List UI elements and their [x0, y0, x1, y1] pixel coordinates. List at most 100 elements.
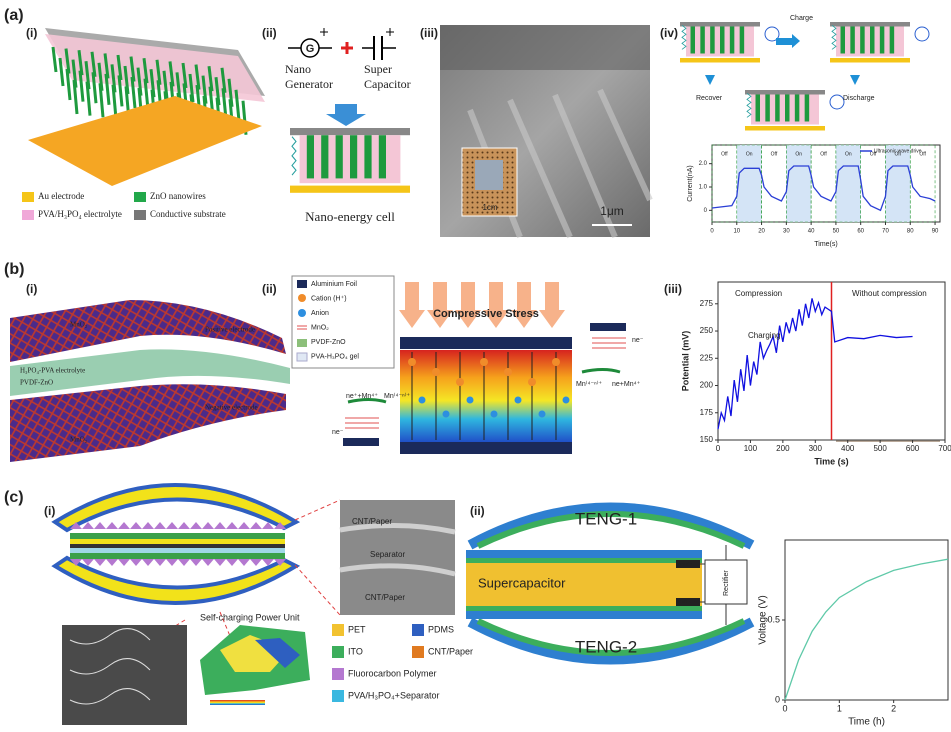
- legend-label: PVDF-ZnO: [311, 339, 346, 346]
- fluorocarbon: [178, 559, 190, 566]
- legend-swatch: [412, 624, 424, 636]
- panel-label: (b): [4, 261, 24, 278]
- y-tick-label: 0.5: [767, 614, 780, 624]
- nanowire: [860, 27, 865, 54]
- label: Super: [364, 62, 392, 76]
- shape: [466, 558, 702, 563]
- shape: [62, 625, 187, 725]
- y-axis-label: Voltage (V): [758, 595, 769, 644]
- label: ne⁻: [332, 429, 344, 436]
- label: ne⁻: [632, 337, 644, 344]
- nanowire: [379, 135, 386, 178]
- y-tick-label: 250: [700, 326, 714, 335]
- x-tick-label: 50: [833, 229, 840, 235]
- legend-label: Conductive substrate: [150, 209, 226, 219]
- shape: [297, 339, 307, 347]
- nanowire: [691, 27, 696, 54]
- nanowire: [321, 135, 328, 178]
- subpanel-label: (i): [26, 282, 37, 296]
- fluorocarbon: [178, 522, 190, 529]
- fluorocarbon: [106, 559, 118, 566]
- label: Discharge: [843, 95, 875, 102]
- y-tick-label: 175: [700, 408, 714, 417]
- shape: [297, 280, 307, 288]
- legend-swatch: [332, 690, 344, 702]
- fluorocarbon: [226, 559, 238, 566]
- shape: [22, 192, 34, 202]
- shape: [22, 210, 34, 220]
- fluorocarbon: [142, 522, 154, 529]
- y-tick-label: 225: [700, 353, 714, 362]
- annotation: Compression: [735, 289, 782, 298]
- shape: [400, 442, 572, 454]
- shape: [134, 210, 146, 220]
- x-tick-label: 600: [906, 444, 920, 453]
- annotation: Charging: [748, 331, 780, 340]
- shape: [10, 384, 286, 462]
- fluorocarbon: [202, 559, 214, 566]
- fluorocarbon: [238, 522, 250, 529]
- label: Separator: [370, 550, 405, 559]
- label: Capacitor: [364, 77, 411, 91]
- annotation: Without compression: [852, 289, 927, 298]
- label: Anode: [678, 561, 693, 567]
- label: MnO₂: [70, 436, 88, 444]
- spring: [832, 25, 836, 49]
- label: Supercapacitor: [478, 575, 566, 590]
- panel-label: (a): [4, 7, 24, 24]
- x-tick-label: 1: [837, 703, 842, 713]
- fluorocarbon: [250, 522, 262, 529]
- electrode: [680, 58, 760, 63]
- shape: [298, 294, 306, 302]
- cation: [480, 358, 488, 366]
- fluorocarbon: [250, 559, 262, 566]
- y-axis-label: Current(nA): [687, 165, 694, 202]
- label: H₃PO₄-PVA electrolyte: [20, 367, 85, 375]
- legend-label: CNT/Paper: [428, 646, 473, 656]
- label: CNT/Paper: [352, 517, 392, 526]
- label: ne+Mn⁴⁺: [612, 381, 641, 388]
- shape: [582, 370, 620, 373]
- legend-label: PVA/H₃PO₄ electrolyte: [38, 209, 122, 219]
- nanowire: [740, 27, 745, 54]
- shape: [297, 353, 307, 361]
- shape: [680, 22, 929, 131]
- shape: [466, 611, 702, 619]
- legend-label: Anion: [311, 310, 329, 317]
- y-tick-label: 0: [704, 208, 708, 214]
- nanowire: [850, 27, 855, 54]
- label: Negative electrode: [205, 404, 258, 412]
- stress-arrow: [511, 282, 537, 328]
- y-tick-label: 150: [700, 435, 714, 444]
- shape: [475, 160, 503, 190]
- nanowire: [756, 95, 761, 122]
- label: MnO₂: [70, 321, 88, 329]
- nanowire: [350, 135, 357, 178]
- label: Compressive Stress: [433, 308, 539, 320]
- nanowire: [870, 27, 875, 54]
- shape: [850, 75, 860, 85]
- cation: [408, 358, 416, 366]
- x-tick-label: 200: [776, 444, 790, 453]
- cation: [504, 368, 512, 376]
- stress-arrow: [427, 282, 453, 328]
- shape: [399, 282, 565, 328]
- nanowire: [307, 135, 314, 178]
- ammeter: [830, 95, 844, 109]
- shape: [466, 606, 702, 611]
- spring: [292, 137, 296, 175]
- shape: [343, 438, 379, 446]
- x-axis-label: Time (h): [848, 717, 885, 728]
- shape: [440, 25, 650, 70]
- x-tick-label: 40: [808, 229, 815, 235]
- fluorocarbon: [238, 559, 250, 566]
- cation: [528, 378, 536, 386]
- shape: [400, 337, 572, 349]
- fluorocarbon: [154, 522, 166, 529]
- x-tick-label: 400: [841, 444, 855, 453]
- subpanel-label: (iv): [660, 26, 678, 40]
- shape: [70, 544, 285, 548]
- subpanel-label: (ii): [262, 282, 277, 296]
- anion: [467, 397, 474, 404]
- anion: [443, 411, 450, 418]
